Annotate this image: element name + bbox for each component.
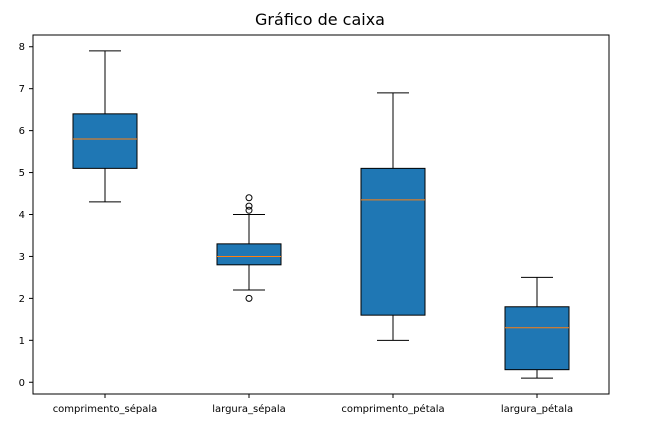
iqr-box	[72, 113, 138, 169]
y-tick-label: 1	[19, 336, 25, 347]
chart-title: Gráfico de caixa	[255, 10, 385, 29]
y-tick-label: 6	[19, 126, 25, 137]
x-tick-label: largura_sépala	[212, 403, 286, 415]
x-tick-label: largura_pétala	[501, 403, 573, 415]
y-tick-label: 8	[19, 42, 25, 53]
box-largura-p-tala	[504, 276, 570, 379]
y-tick-label: 7	[19, 84, 25, 95]
iqr-box	[216, 243, 282, 266]
y-tick-label: 4	[19, 210, 25, 221]
box-largura-s-pala	[216, 194, 282, 302]
iqr-box	[504, 306, 570, 371]
y-tick-label: 3	[19, 252, 25, 263]
outlier-point	[245, 194, 253, 202]
x-tick-label: comprimento_sépala	[53, 403, 158, 415]
y-tick-label: 0	[19, 378, 25, 389]
outlier-point	[245, 206, 253, 214]
iqr-box	[360, 167, 426, 316]
box-comprimento-p-tala	[360, 92, 426, 341]
y-tick-label: 5	[19, 168, 25, 179]
x-tick-label: comprimento_pétala	[341, 403, 444, 415]
outlier-point	[245, 294, 253, 302]
box-comprimento-s-pala	[72, 50, 138, 203]
outlier-point	[245, 202, 253, 210]
y-tick-label: 2	[19, 294, 25, 305]
plot-area	[72, 50, 570, 379]
